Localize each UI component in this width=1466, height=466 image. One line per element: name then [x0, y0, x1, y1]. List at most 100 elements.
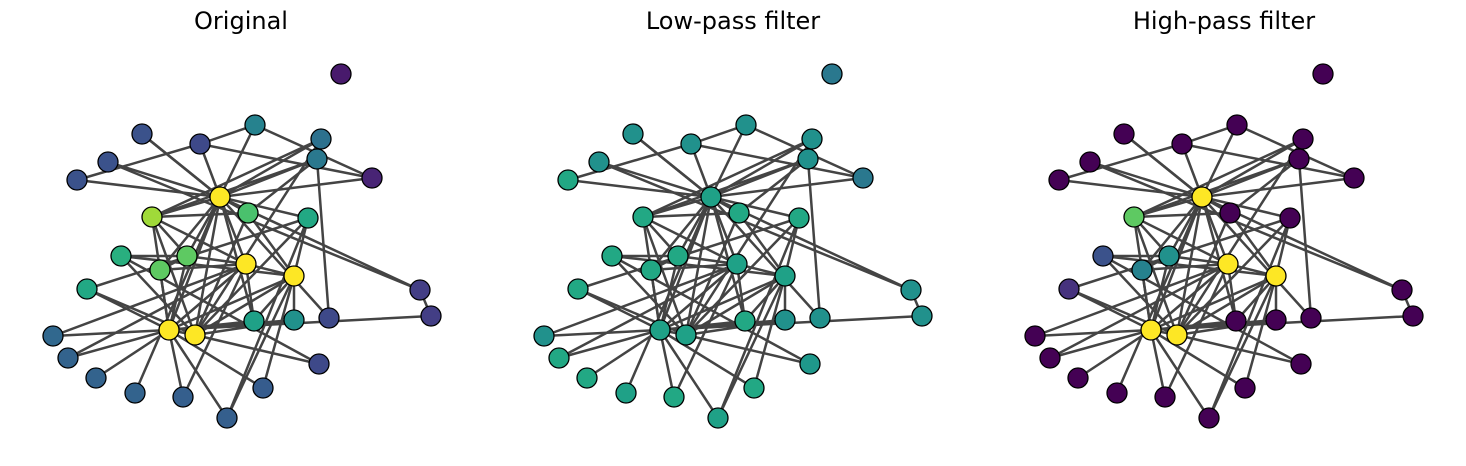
- graph-node: [235, 253, 257, 275]
- graph-node: [361, 167, 383, 189]
- graph-node: [308, 353, 330, 375]
- graph-edge: [51, 328, 171, 338]
- graph-node: [409, 279, 431, 301]
- graph-node: [1391, 279, 1413, 301]
- graph-node: [649, 319, 671, 341]
- graph-edge: [193, 333, 321, 366]
- graph-node: [774, 265, 796, 287]
- graph-node: [1300, 307, 1322, 329]
- graph-node: [110, 245, 132, 267]
- graph-node: [700, 186, 722, 208]
- node-layer: [42, 63, 442, 429]
- graph-edge: [261, 274, 296, 390]
- graph-edge: [150, 157, 319, 219]
- panel-high-pass: High-pass filter: [1024, 7, 1424, 429]
- graph-node: [640, 259, 662, 281]
- graph-node: [743, 377, 765, 399]
- graph-edge: [193, 211, 250, 337]
- graph-edge: [1163, 262, 1230, 399]
- graph-node: [774, 309, 796, 331]
- graph-edge: [1048, 328, 1153, 360]
- graph-edge: [709, 195, 822, 320]
- graph-node: [1079, 151, 1101, 173]
- graph-edge: [106, 160, 422, 292]
- graph-edge: [1101, 254, 1278, 278]
- graph-edge: [610, 254, 787, 278]
- graph-edge: [246, 157, 319, 215]
- graph-node: [707, 407, 729, 429]
- graph-node: [57, 347, 79, 369]
- graph-node: [675, 324, 697, 346]
- graph-node: [1039, 347, 1061, 369]
- graph-edge: [752, 274, 787, 390]
- graph-node: [297, 207, 319, 229]
- graph-node: [66, 169, 88, 191]
- graph-node: [244, 114, 266, 136]
- graph-edge: [1132, 157, 1301, 219]
- graph-node: [1225, 310, 1247, 332]
- graph-node: [158, 319, 180, 341]
- graph-edge: [684, 274, 787, 337]
- graph-edge: [1175, 274, 1278, 337]
- graph-edge: [684, 333, 812, 366]
- edge-layer: [51, 123, 433, 420]
- graph-edge: [167, 328, 185, 399]
- graph-edge: [1207, 216, 1292, 420]
- graph-node: [1343, 167, 1365, 189]
- graph-node: [209, 186, 231, 208]
- graph-edge: [1057, 142, 1184, 182]
- node-layer: [533, 63, 933, 429]
- graph-node: [252, 377, 274, 399]
- graph-edge: [51, 262, 248, 338]
- graph-edge: [716, 216, 801, 420]
- graph-edge: [1076, 328, 1153, 380]
- graph-node: [283, 265, 305, 287]
- graph-edge: [1140, 262, 1230, 272]
- graph-edge: [150, 215, 197, 337]
- graph-node: [1067, 367, 1089, 389]
- graph-node: [632, 206, 654, 228]
- graph-edge: [597, 160, 713, 199]
- graph-node: [330, 63, 352, 85]
- graph-node: [1024, 325, 1046, 347]
- graph-node: [799, 353, 821, 375]
- graph-node: [1265, 265, 1287, 287]
- graph-edge: [66, 262, 248, 360]
- graph-node: [801, 128, 823, 150]
- graph-edge: [641, 215, 688, 337]
- graph-edge: [158, 262, 248, 272]
- graph-edge: [658, 328, 676, 399]
- graph-node: [728, 202, 750, 224]
- graph-node: [310, 128, 332, 150]
- graph-edge: [1132, 137, 1305, 219]
- graph-edge: [658, 328, 756, 390]
- graph-edge: [218, 123, 257, 199]
- graph-node: [141, 206, 163, 228]
- graph-node: [85, 367, 107, 389]
- graph-node: [680, 133, 702, 155]
- graph-node: [1123, 206, 1145, 228]
- graph-edge: [1297, 157, 1313, 320]
- graph-edge: [806, 157, 822, 320]
- graph-edge: [1088, 160, 1204, 199]
- graph-edge: [709, 195, 801, 220]
- graph-node: [1234, 377, 1256, 399]
- graph-node: [216, 407, 238, 429]
- graph-node: [588, 151, 610, 173]
- graph-edge: [1033, 328, 1153, 338]
- graph-edge: [1200, 195, 1292, 220]
- graph-node: [420, 305, 442, 327]
- graph-node: [734, 310, 756, 332]
- graph-node: [809, 307, 831, 329]
- graph-edge: [1175, 333, 1303, 366]
- graph-edge: [709, 123, 748, 199]
- graph-edge: [557, 262, 739, 360]
- graph-node: [1191, 186, 1213, 208]
- graph-node: [1292, 128, 1314, 150]
- graph-edge: [649, 195, 713, 272]
- panel-original: Original: [42, 7, 442, 429]
- graph-node: [1290, 353, 1312, 375]
- graph-node: [1171, 133, 1193, 155]
- graph-node: [1219, 202, 1241, 224]
